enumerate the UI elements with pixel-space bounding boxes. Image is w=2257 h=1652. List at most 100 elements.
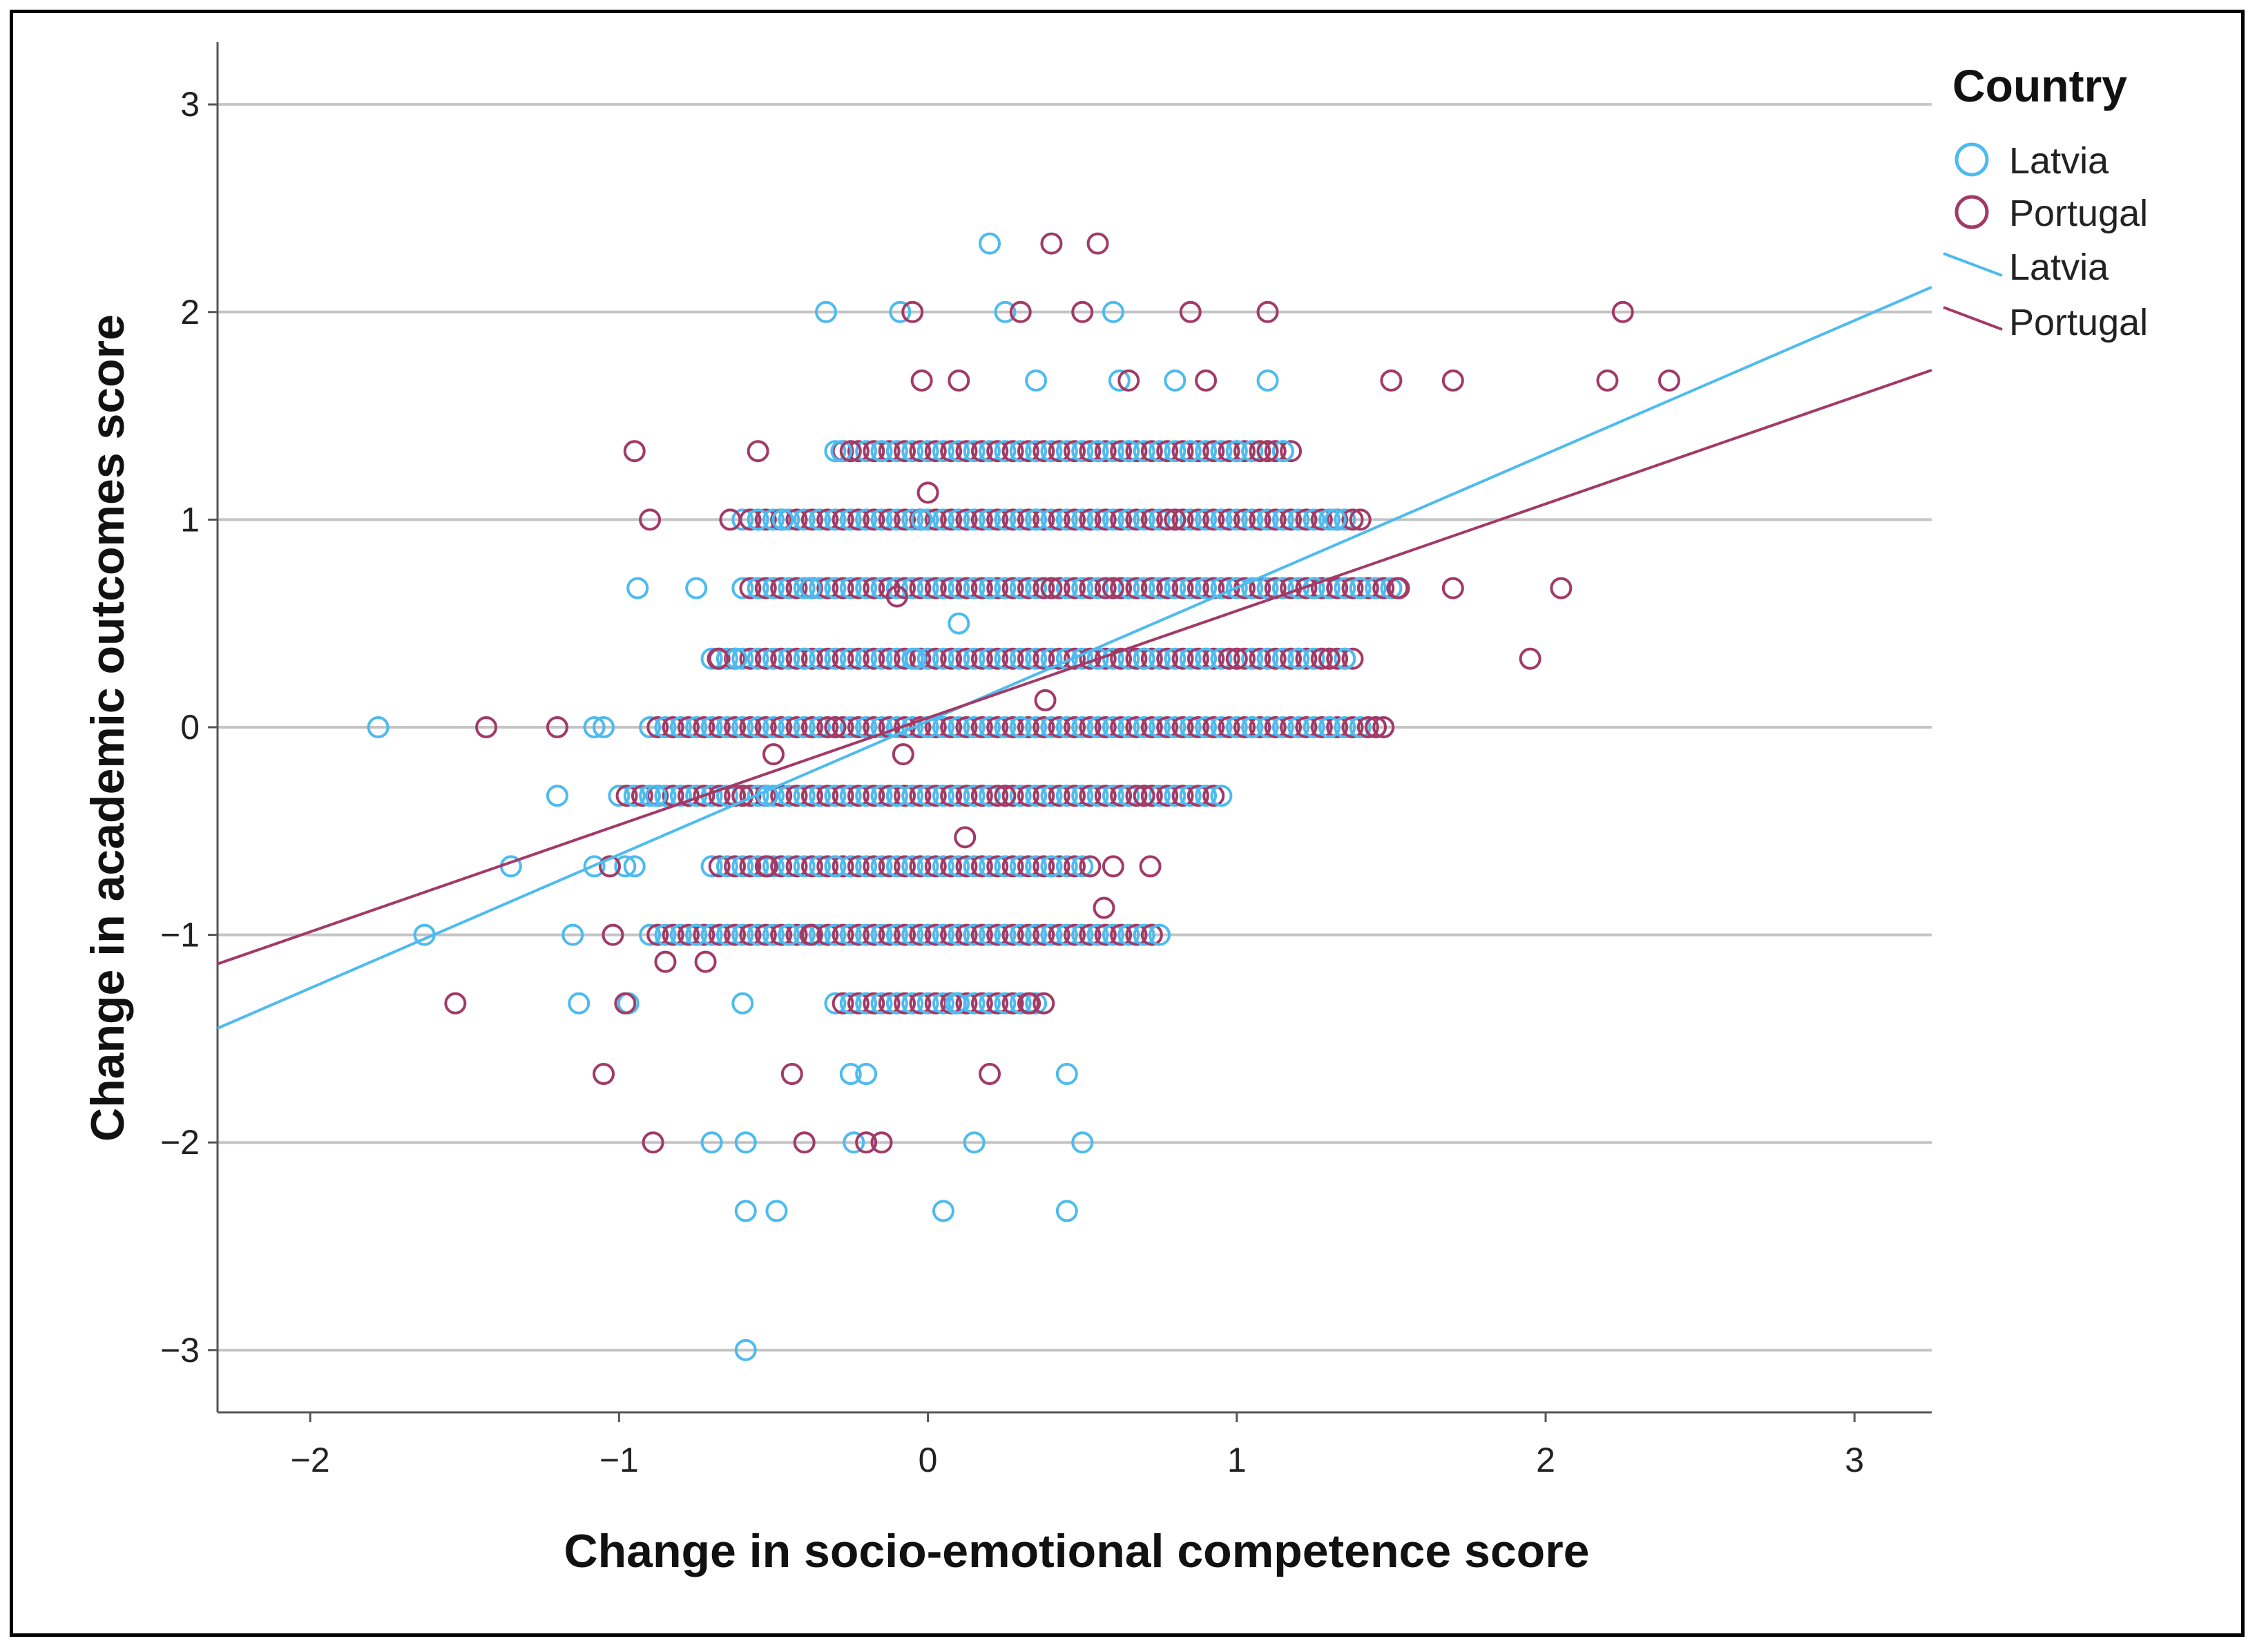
data-point-latvia [1055,923,1078,946]
data-point-portugal [1110,577,1133,599]
data-point-portugal [694,950,717,973]
data-point-portugal [878,855,901,878]
data-point-latvia [1179,440,1202,463]
data-point-portugal [855,1131,878,1154]
data-point-portugal [863,508,885,531]
data-point-portugal [970,577,993,599]
data-point-latvia [1117,577,1140,599]
data-point-latvia [824,992,847,1015]
data-point-portugal [955,716,978,738]
data-point-portugal [1156,716,1179,738]
data-point-portugal [1295,508,1318,531]
data-point-latvia [1025,855,1048,878]
data-point-latvia [1179,647,1202,670]
data-point-latvia [809,855,832,878]
data-point-portugal [1249,440,1271,463]
data-point-portugal [940,508,963,531]
data-point-portugal [1125,577,1148,599]
data-point-latvia [1055,716,1078,738]
data-point-portugal [800,716,823,738]
data-point-latvia [1009,647,1032,670]
data-point-portugal [970,647,993,670]
data-point-portugal [924,855,947,878]
data-point-portugal [1125,785,1148,807]
data-point-portugal [739,855,762,878]
legend-line-latvia [1943,252,2003,277]
data-point-latvia [778,785,800,807]
data-point-latvia [614,855,637,878]
data-point-portugal [955,440,978,463]
data-point-portugal [909,923,932,946]
data-point-portugal [770,577,793,599]
data-point-latvia [948,577,970,599]
data-point-latvia [839,855,862,878]
data-point-portugal [863,923,885,946]
data-point-portugal [646,923,669,946]
data-point-latvia [747,508,769,531]
data-point-latvia [839,508,862,531]
data-point-latvia [979,577,1001,599]
data-point-portugal [754,923,777,946]
data-point-latvia [1334,647,1356,670]
data-point-latvia [762,647,785,670]
data-point-latvia [855,1063,878,1086]
data-point-portugal [940,785,963,807]
data-point-latvia [1148,508,1171,531]
data-point-portugal [1064,923,1086,946]
data-point-portugal [1310,716,1333,738]
data-point-portugal [863,647,885,670]
legend-marker-portugal [1955,195,1989,229]
data-point-latvia [1241,577,1264,599]
data-point-latvia [1133,923,1155,946]
data-point-portugal [1164,508,1187,531]
data-point-latvia [568,992,590,1015]
data-point-portugal [986,647,1009,670]
data-point-portugal [970,855,993,878]
data-point-latvia [885,440,908,463]
data-point-portugal [1110,785,1133,807]
data-point-portugal [631,785,653,807]
data-point-latvia [561,923,584,946]
data-point-portugal [863,855,885,878]
data-point-latvia [948,855,970,878]
data-point-portugal [1372,577,1395,599]
data-point-portugal [910,369,933,392]
data-point-portugal [707,647,729,670]
data-point-portugal [1064,508,1086,531]
data-point-latvia [963,716,986,738]
data-point-latvia [944,992,967,1015]
data-point-latvia [1009,785,1032,807]
data-point-portugal [785,508,808,531]
gridlines [218,103,1932,1352]
data-point-portugal [1017,440,1039,463]
data-point-portugal [1033,440,1055,463]
data-point-latvia [904,647,927,670]
x-tick-labels: −2 −1 0 1 2 3 [291,1412,1864,1479]
data-point-latvia [1108,369,1131,392]
data-point-latvia [809,716,832,738]
data-point-latvia [1086,785,1109,807]
data-point-portugal [1341,647,1364,670]
data-point-latvia [824,577,847,599]
data-point-portugal [863,992,885,1015]
data-point-latvia [1210,647,1233,670]
data-point-latvia [793,923,816,946]
data-point-latvia [1009,577,1032,599]
data-point-latvia [1164,785,1187,807]
data-point-latvia [932,508,954,531]
data-point-portugal [754,647,777,670]
data-point-portugal [863,440,885,463]
data-point-latvia [948,716,970,738]
data-point-latvia [623,785,646,807]
data-point-latvia [747,716,769,738]
data-point-portugal [909,785,932,807]
data-point-latvia [963,855,986,878]
data-point-latvia [685,716,708,738]
data-point-portugal [708,923,731,946]
data-point-latvia [979,992,1001,1015]
data-point-portugal [816,785,839,807]
data-point-portugal [1264,647,1287,670]
data-point-portugal [724,716,747,738]
data-point-latvia [839,647,862,670]
data-point-portugal [1202,716,1225,738]
